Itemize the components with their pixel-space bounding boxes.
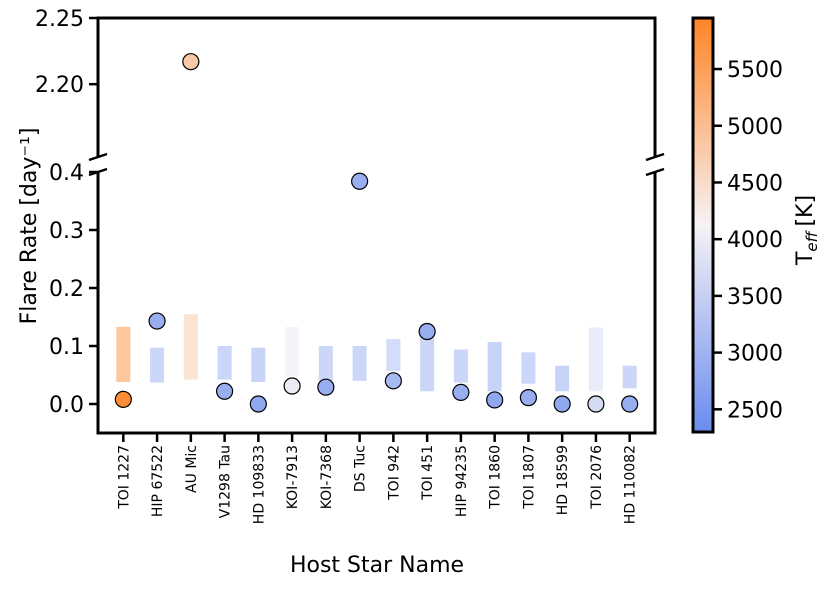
- y-tick-label: 2.25: [35, 7, 84, 32]
- x-tick-label: HD 18599: [555, 445, 571, 515]
- flare-rate-range: [285, 326, 300, 377]
- flare-rate-point: [351, 172, 369, 190]
- flare-rate-range: [318, 346, 333, 381]
- flare-rate-range: [555, 365, 570, 392]
- colorbar-label-sub: eff: [803, 229, 821, 251]
- flare-rate-point: [384, 372, 402, 390]
- x-tick-label: TOI 1860: [488, 445, 504, 510]
- flare-rate-range: [420, 330, 435, 392]
- colorbar-tick-label: 4500: [727, 171, 783, 196]
- flare-rate-point: [249, 395, 267, 413]
- x-tick-label: KOI-7913: [285, 445, 301, 509]
- axis-break: [645, 152, 665, 162]
- upper-spine: [96, 16, 657, 157]
- y-tick-label: 2.20: [35, 73, 84, 98]
- x-axis-label: Host Star Name: [290, 553, 464, 578]
- flare-rate-range: [622, 365, 637, 389]
- x-tick-label: TOI 2076: [589, 445, 605, 510]
- flare-rate-range: [251, 347, 266, 382]
- flare-rate-point: [519, 389, 538, 407]
- flare-rate-point: [182, 53, 200, 71]
- flare-rate-point: [418, 322, 436, 341]
- colorbar-label-main: T: [793, 251, 818, 266]
- y-tick-label: 0.2: [49, 277, 84, 302]
- flare-rate-point: [452, 383, 470, 401]
- flare-rate-point: [553, 395, 571, 413]
- flare-rate-point: [283, 377, 301, 395]
- flare-rate-point: [621, 395, 639, 413]
- colorbar-tick-label: 3500: [727, 285, 783, 310]
- axis-break: [645, 167, 665, 177]
- flare-rate-point: [114, 390, 132, 408]
- flare-rate-point: [148, 312, 166, 330]
- axis-break: [88, 167, 108, 177]
- y-axis-label: Flare Rate [day⁻¹]: [17, 128, 42, 325]
- x-tick-label: HIP 67522: [150, 445, 166, 517]
- colorbar-tick-label: 5000: [727, 115, 783, 140]
- colorbar-tick-label: 5500: [727, 58, 783, 83]
- x-tick-label: V1298 Tau: [218, 445, 234, 518]
- flare-rate-range: [487, 341, 502, 392]
- colorbar: [691, 16, 715, 434]
- flare-rate-range: [352, 346, 367, 381]
- flare-rate-range: [521, 352, 536, 384]
- colorbar-label-unit: [K]: [793, 195, 818, 227]
- x-tick-label: TOI 451: [420, 445, 436, 501]
- x-tick-label: HD 110082: [623, 445, 639, 524]
- flare-rate-range: [217, 346, 232, 380]
- y-tick-label: 0.1: [49, 335, 84, 360]
- flare-rate-range: [150, 347, 165, 383]
- axis-break: [88, 152, 108, 162]
- x-tick-label: DS Tuc: [353, 445, 369, 492]
- x-tick-label: KOI-7368: [319, 445, 335, 509]
- lower-spine: [96, 172, 657, 435]
- flare-rate-range: [588, 327, 603, 392]
- colorbar-tick-label: 3000: [727, 342, 783, 367]
- y-tick-label: 0.4: [49, 161, 84, 186]
- x-tick-label: TOI 1227: [116, 445, 132, 510]
- x-tick-label: AU Mic: [184, 445, 200, 493]
- flare-rate-point: [587, 395, 605, 413]
- y-tick-label: 0.0: [49, 393, 84, 418]
- colorbar-tick-label: 2500: [727, 398, 783, 423]
- flare-rate-point: [215, 382, 234, 400]
- flare-rate-point: [486, 391, 504, 409]
- colorbar-label: Teff [K]: [793, 195, 821, 266]
- x-tick-label: TOI 1807: [521, 445, 537, 510]
- flare-rate-range: [453, 349, 468, 383]
- colorbar-tick-label: 4000: [727, 228, 783, 253]
- y-tick-label: 0.3: [49, 219, 84, 244]
- x-tick-label: HD 109833: [251, 445, 267, 524]
- flare-rate-range: [183, 314, 198, 380]
- flare-rate-point: [317, 378, 335, 396]
- x-tick-label: TOI 942: [386, 445, 402, 501]
- flare-rate-range: [116, 326, 131, 382]
- x-tick-label: HIP 94235: [454, 445, 470, 517]
- flare-rate-range: [386, 339, 401, 371]
